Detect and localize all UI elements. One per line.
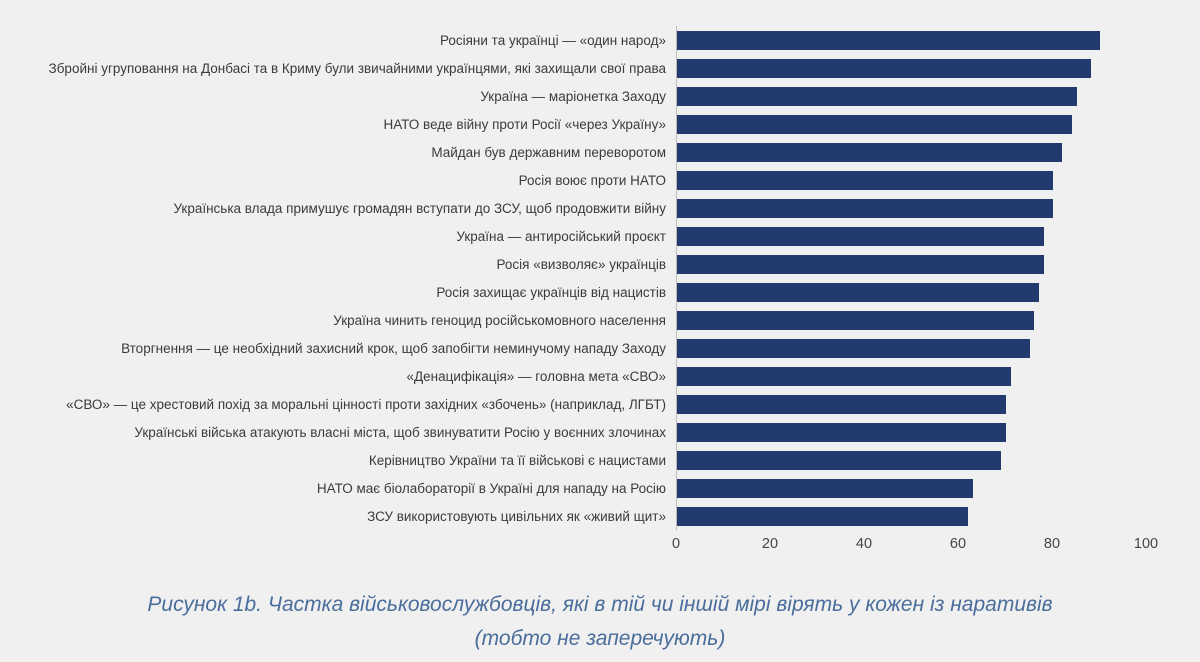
bar-cell: [676, 82, 1147, 110]
category-label: Україна — маріонетка Заходу: [480, 88, 666, 104]
bar: [677, 142, 1063, 162]
bar: [677, 254, 1044, 274]
category-label: Збройні угруповання на Донбасі та в Крим…: [48, 60, 666, 76]
axis-spacer: [0, 534, 676, 556]
bar-row: Росія захищає українців від нацистів: [0, 278, 1160, 306]
bar: [677, 226, 1044, 246]
x-tick-label: 80: [1043, 536, 1061, 552]
category-label: Українська влада примушує громадян вступ…: [173, 200, 666, 216]
bar-row: «СВО» — це хрестовий похід за моральні ц…: [0, 390, 1160, 418]
category-label: Вторгнення — це необхідний захисний крок…: [121, 340, 666, 356]
category-label: НАТО має біолабораторії в Україні для на…: [316, 480, 666, 496]
bar-cell: [676, 334, 1147, 362]
bar: [677, 86, 1077, 106]
bar-row: НАТО веде війну проти Росії «через Украї…: [0, 110, 1160, 138]
bar-row: Росіяни та українці — «один народ»: [0, 26, 1160, 54]
bar-rows: Росіяни та українці — «один народ» Збройн…: [0, 26, 1160, 530]
bar-row: ЗСУ використовують цивільних як «живий щ…: [0, 502, 1160, 530]
bar-row: Росія воює проти НАТО: [0, 166, 1160, 194]
bar-cell: [676, 502, 1147, 530]
bar: [677, 394, 1006, 414]
bar-cell: [676, 250, 1147, 278]
category-label: Майдан був державним переворотом: [431, 144, 666, 160]
bar-row: Збройні угруповання на Донбасі та в Крим…: [0, 54, 1160, 82]
category-label: Україна — антиросійський проєкт: [456, 228, 666, 244]
bar-cell: [676, 110, 1147, 138]
bar: [677, 338, 1030, 358]
bar-cell: [676, 166, 1147, 194]
x-axis: 0 20 40 60 80 100: [0, 534, 1160, 556]
bar: [677, 310, 1035, 330]
bar: [677, 450, 1002, 470]
bar-row: Майдан був державним переворотом: [0, 138, 1160, 166]
bar-row: Україна чинить геноцид російськомовного …: [0, 306, 1160, 334]
bar-row: Українські війська атакують власні міста…: [0, 418, 1160, 446]
x-tick-label: 0: [671, 536, 681, 552]
bar-row: Україна — маріонетка Заходу: [0, 82, 1160, 110]
bar: [677, 114, 1072, 134]
bar: [677, 170, 1053, 190]
category-label: «Денацифікація» — головна мета «СВО»: [406, 368, 666, 384]
category-label: Росія захищає українців від нацистів: [436, 284, 666, 300]
category-label: Українські війська атакують власні міста…: [134, 424, 666, 440]
category-label: Росіяни та українці — «один народ»: [439, 32, 666, 48]
figure-caption-line2: (тобто не заперечують): [474, 626, 726, 650]
bar-row: «Денацифікація» — головна мета «СВО»: [0, 362, 1160, 390]
bar-row: Вторгнення — це необхідний захисний крок…: [0, 334, 1160, 362]
bar-cell: [676, 26, 1147, 54]
bar-row: Керівництво України та її військові є на…: [0, 446, 1160, 474]
x-tick-label: 20: [761, 536, 779, 552]
bar: [677, 58, 1091, 78]
x-axis-ticks: 0 20 40 60 80 100: [672, 534, 1158, 556]
bar: [677, 282, 1039, 302]
category-label: Україна чинить геноцид російськомовного …: [333, 312, 666, 328]
bar-cell: [676, 54, 1147, 82]
bar: [677, 478, 974, 498]
bar: [677, 198, 1053, 218]
bar-row: Росія «визволяє» українців: [0, 250, 1160, 278]
bar-cell: [676, 278, 1147, 306]
bar-cell: [676, 446, 1147, 474]
bar-cell: [676, 222, 1147, 250]
category-label: НАТО веде війну проти Росії «через Украї…: [383, 116, 666, 132]
x-tick-label: 100: [1133, 536, 1159, 552]
figure-caption: Рисунок 1b. Частка військовослужбовців, …: [0, 588, 1200, 655]
x-tick-label: 60: [949, 536, 967, 552]
bar: [677, 506, 969, 526]
bar-cell: [676, 474, 1147, 502]
bar-row: Україна — антиросійський проєкт: [0, 222, 1160, 250]
bar-cell: [676, 362, 1147, 390]
bar-cell: [676, 138, 1147, 166]
bar: [677, 30, 1100, 50]
category-label: Керівництво України та її військові є на…: [368, 452, 666, 468]
bar: [677, 366, 1011, 386]
category-label: Росія воює проти НАТО: [518, 172, 666, 188]
category-label: Росія «визволяє» українців: [496, 256, 667, 272]
bar-chart: Росіяни та українці — «один народ» Збройн…: [0, 26, 1160, 556]
category-label: ЗСУ використовують цивільних як «живий щ…: [367, 508, 666, 524]
bar-cell: [676, 194, 1147, 222]
bar-row: НАТО має біолабораторії в Україні для на…: [0, 474, 1160, 502]
bar-cell: [676, 418, 1147, 446]
bar: [677, 422, 1006, 442]
figure-caption-line1: Рисунок 1b. Частка військовослужбовців, …: [147, 593, 1053, 616]
category-label: «СВО» — це хрестовий похід за моральні ц…: [66, 396, 666, 412]
x-tick-label: 40: [855, 536, 873, 552]
bar-row: Українська влада примушує громадян вступ…: [0, 194, 1160, 222]
bar-cell: [676, 390, 1147, 418]
bar-cell: [676, 306, 1147, 334]
